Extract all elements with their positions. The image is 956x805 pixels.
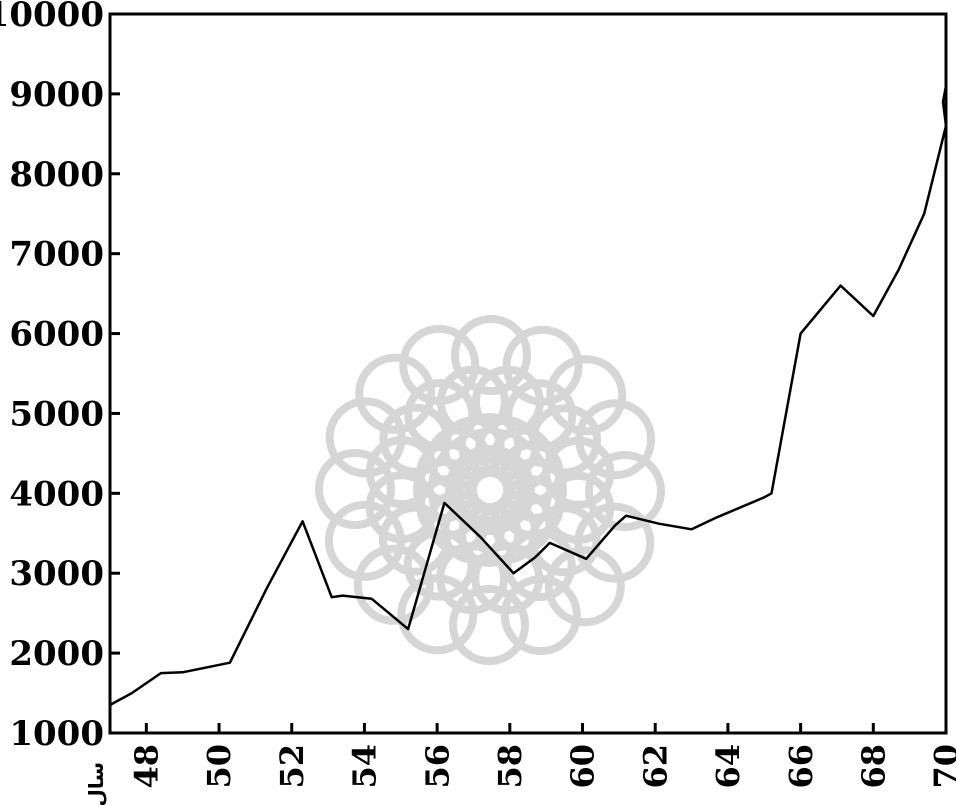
watermark-center bbox=[445, 445, 535, 535]
watermark-petal bbox=[449, 585, 529, 665]
y-tick-label: 1000 bbox=[9, 714, 104, 754]
x-tick-label: 56 bbox=[418, 744, 456, 789]
x-tick-label: 52 bbox=[273, 744, 311, 789]
series-line bbox=[109, 85, 948, 707]
watermark-petal bbox=[546, 355, 627, 436]
x-tick-label: 50 bbox=[200, 744, 238, 789]
watermark-petal bbox=[544, 546, 625, 627]
watermark-petal bbox=[353, 544, 434, 625]
y-tick-label: 6000 bbox=[9, 315, 104, 355]
watermark-petal bbox=[575, 399, 656, 480]
x-tick-label: 64 bbox=[709, 744, 747, 789]
y-tick-label: 9000 bbox=[9, 75, 104, 115]
watermark-petal bbox=[403, 528, 476, 601]
watermark-petal bbox=[379, 503, 451, 576]
x-tick-label: 54 bbox=[346, 744, 384, 789]
plot-frame bbox=[108, 12, 948, 735]
x-tick-label: 70 bbox=[927, 744, 956, 789]
watermark-petal bbox=[315, 449, 395, 529]
watermark-petal bbox=[529, 404, 601, 477]
watermark-petal bbox=[504, 379, 577, 452]
x-tick-label: 48 bbox=[128, 744, 166, 789]
rosette-watermark-icon bbox=[315, 315, 665, 665]
watermark-petal bbox=[502, 325, 583, 406]
watermark-petal bbox=[355, 353, 436, 434]
y-tick-label: 4000 bbox=[9, 474, 104, 514]
watermark-petal bbox=[451, 315, 531, 395]
x-axis-title: سال bbox=[84, 762, 108, 805]
y-tick-label: 7000 bbox=[9, 235, 104, 275]
series bbox=[109, 85, 948, 707]
y-axis: 1000 2000 3000 4000 5000 6000 7000 8000 9000 1000… bbox=[0, 0, 120, 754]
y-tick-label: 8000 bbox=[9, 155, 104, 195]
watermark-petal bbox=[325, 397, 406, 478]
y-tick-label: 3000 bbox=[9, 554, 104, 594]
y-tick-label: 2000 bbox=[9, 634, 104, 674]
y-tick-label: 10000 bbox=[0, 0, 104, 35]
y-tick-label: 5000 bbox=[9, 394, 104, 434]
x-tick-label: 68 bbox=[855, 744, 893, 789]
watermark-petal bbox=[500, 575, 581, 656]
watermark-petal bbox=[324, 500, 405, 581]
x-tick-label: 58 bbox=[491, 744, 529, 789]
watermark-petal bbox=[397, 574, 478, 655]
x-tick-label: 66 bbox=[782, 744, 820, 789]
watermark-petal bbox=[574, 502, 655, 583]
watermark-petal bbox=[528, 504, 601, 577]
x-tick-label: 62 bbox=[636, 744, 674, 789]
x-axis: 48 50 52 54 56 58 60 62 64 66 68 70 bbox=[128, 723, 956, 789]
watermark-petal bbox=[585, 451, 665, 531]
watermark-petal bbox=[399, 324, 480, 405]
watermark-petal bbox=[379, 403, 452, 476]
x-tick-label: 60 bbox=[564, 744, 602, 789]
watermark-petal bbox=[404, 379, 477, 451]
